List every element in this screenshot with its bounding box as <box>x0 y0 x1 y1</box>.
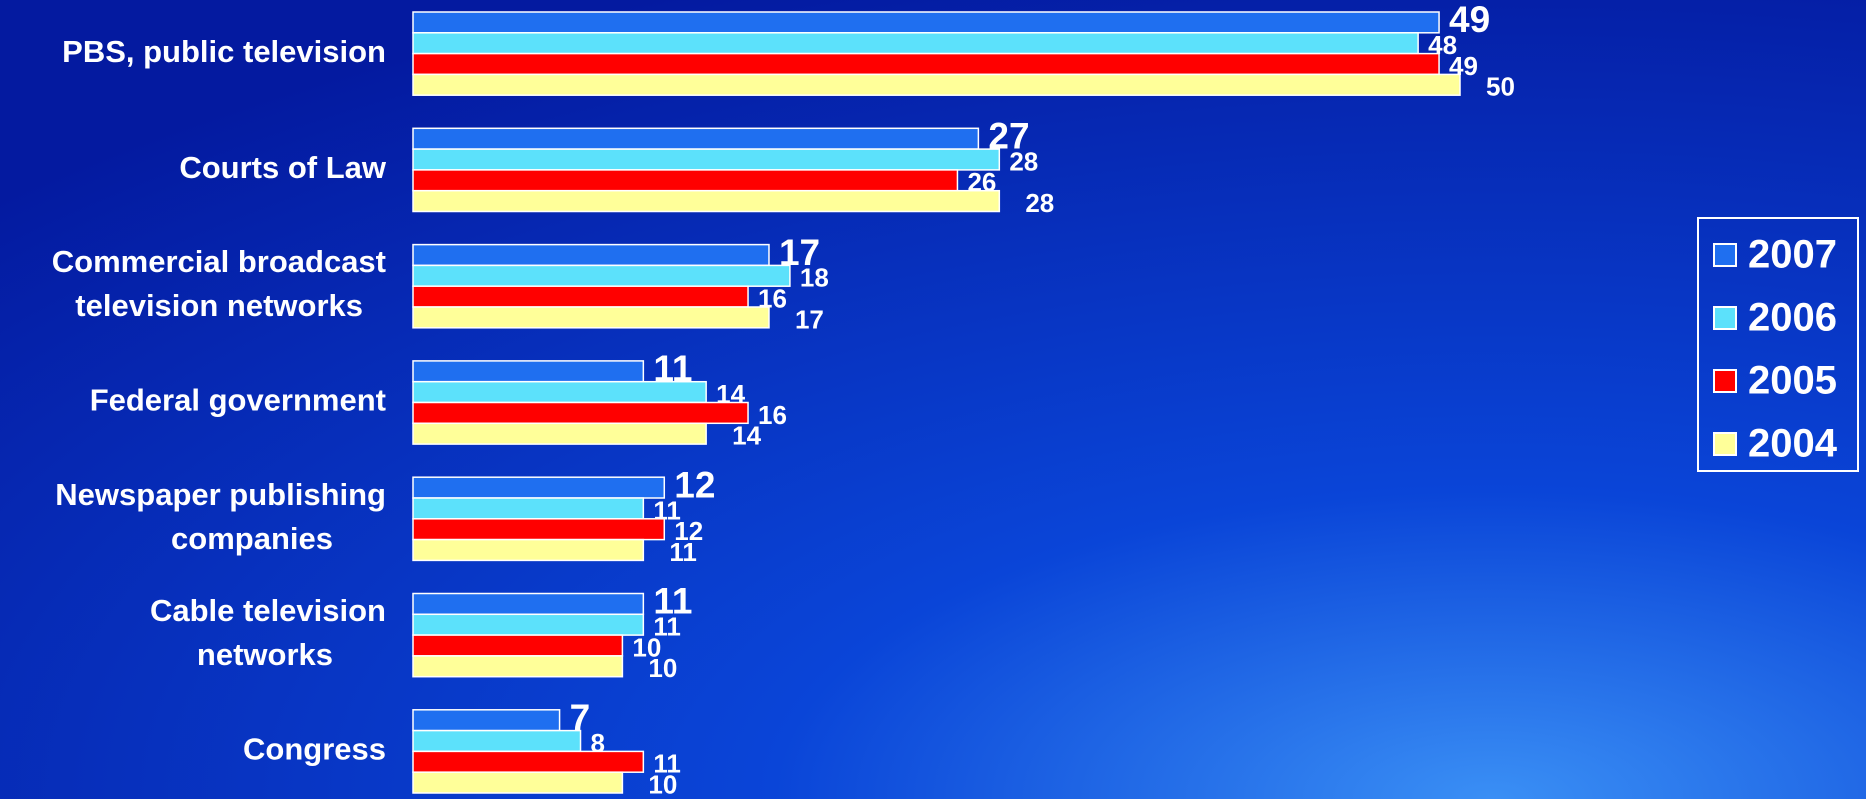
value-label: 28 <box>1025 188 1054 218</box>
bar <box>412 634 624 657</box>
bar <box>412 497 645 520</box>
value-label: 14 <box>732 421 761 451</box>
legend-swatch <box>1713 369 1737 393</box>
bar <box>412 750 645 773</box>
value-label: 17 <box>795 304 824 334</box>
value-label: 10 <box>648 653 677 683</box>
bar <box>412 73 1461 96</box>
bar <box>412 476 666 499</box>
value-label: 11 <box>653 612 681 642</box>
category-label: Courts of Law <box>179 150 387 185</box>
bar <box>412 243 770 267</box>
bar <box>412 169 959 192</box>
legend-swatch <box>1713 432 1737 456</box>
bar <box>412 422 707 445</box>
value-label: 7 <box>570 697 591 738</box>
value-label: 11 <box>669 537 697 567</box>
legend-label: 2004 <box>1748 422 1838 466</box>
value-label: 10 <box>632 632 661 662</box>
value-label: 11 <box>653 749 681 779</box>
bar <box>412 655 624 678</box>
bar <box>412 189 1001 213</box>
value-label: 28 <box>1009 146 1038 176</box>
bar <box>412 264 791 287</box>
legend-label: 2005 <box>1748 359 1837 403</box>
bar <box>412 771 624 794</box>
category-label: Federal government <box>90 383 386 418</box>
bar <box>412 518 666 541</box>
value-label: 12 <box>674 464 715 505</box>
category-label: PBS, public television <box>62 34 386 69</box>
category-label: Cable television networks <box>150 593 386 672</box>
value-label: 10 <box>648 769 677 799</box>
category-label: Congress <box>243 732 386 767</box>
bar <box>412 401 749 425</box>
legend-label: 2007 <box>1748 233 1837 277</box>
value-label: 18 <box>800 263 829 293</box>
bar <box>412 52 1440 76</box>
value-label: 50 <box>1486 72 1515 102</box>
bar <box>412 592 645 616</box>
bar <box>412 538 645 562</box>
category-label: Commercial broadcast television networks <box>52 244 386 323</box>
value-label: 49 <box>1449 0 1490 40</box>
bar <box>412 613 645 636</box>
bar <box>412 709 561 732</box>
value-label: 16 <box>758 400 787 430</box>
bar <box>412 127 980 150</box>
value-label: 8 <box>591 728 605 758</box>
bar <box>412 11 1440 34</box>
bar <box>412 360 645 383</box>
legend-swatch <box>1713 243 1737 267</box>
legend-label: 2006 <box>1748 296 1837 340</box>
value-label: 12 <box>674 516 703 546</box>
value-label: 11 <box>653 581 692 622</box>
bar <box>412 729 582 753</box>
bar <box>412 32 1419 55</box>
bar <box>412 306 770 329</box>
bar <box>412 148 1001 171</box>
legend-box <box>1697 217 1859 472</box>
legend-swatch <box>1713 306 1737 330</box>
bar <box>412 380 707 404</box>
category-label: Newspaper publishing companies <box>55 477 386 556</box>
bar <box>412 285 749 308</box>
